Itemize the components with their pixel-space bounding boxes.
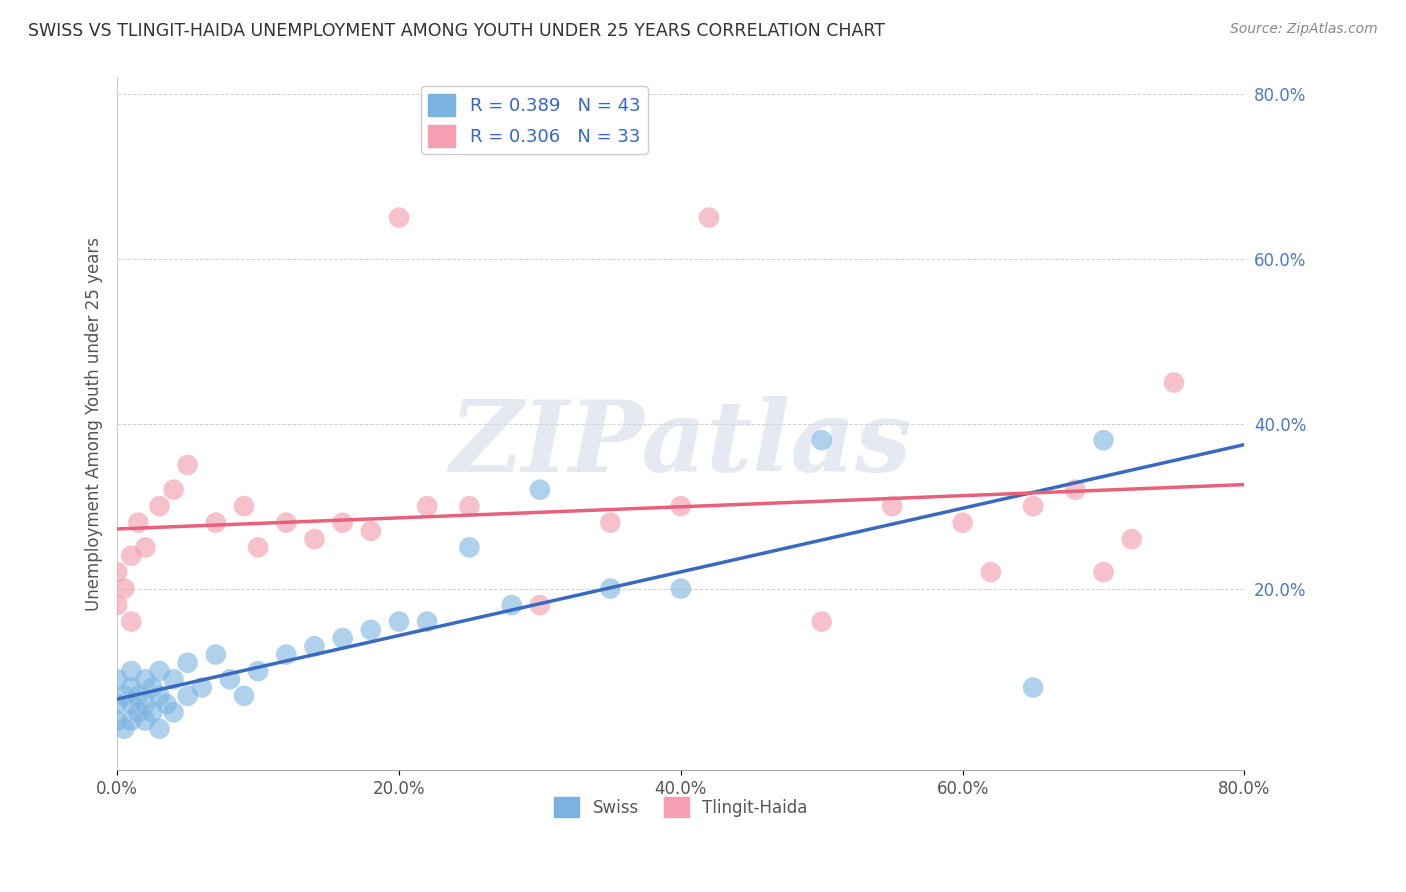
Point	[980, 565, 1002, 579]
Point	[669, 582, 692, 596]
Point	[148, 722, 170, 736]
Point	[360, 524, 382, 538]
Point	[529, 483, 551, 497]
Point	[127, 516, 149, 530]
Point	[105, 714, 128, 728]
Point	[148, 689, 170, 703]
Point	[360, 623, 382, 637]
Point	[416, 615, 439, 629]
Point	[388, 615, 411, 629]
Point	[276, 516, 298, 530]
Point	[247, 541, 270, 555]
Text: ZIPatlas: ZIPatlas	[450, 396, 912, 492]
Point	[1092, 434, 1115, 448]
Point	[233, 499, 256, 513]
Point	[332, 516, 354, 530]
Point	[105, 598, 128, 612]
Point	[148, 664, 170, 678]
Point	[134, 697, 156, 711]
Point	[952, 516, 974, 530]
Point	[112, 689, 135, 703]
Point	[205, 648, 228, 662]
Point	[304, 532, 326, 546]
Point	[120, 615, 142, 629]
Point	[134, 673, 156, 687]
Point	[120, 681, 142, 695]
Point	[233, 689, 256, 703]
Point	[810, 434, 832, 448]
Point	[112, 722, 135, 736]
Point	[148, 499, 170, 513]
Point	[388, 211, 411, 225]
Point	[1022, 681, 1045, 695]
Point	[120, 714, 142, 728]
Point	[162, 706, 184, 720]
Point	[176, 656, 198, 670]
Point	[120, 697, 142, 711]
Point	[134, 541, 156, 555]
Point	[120, 549, 142, 563]
Point	[127, 706, 149, 720]
Point	[205, 516, 228, 530]
Point	[120, 664, 142, 678]
Point	[416, 499, 439, 513]
Point	[162, 483, 184, 497]
Point	[219, 673, 242, 687]
Legend: Swiss, Tlingit-Haida: Swiss, Tlingit-Haida	[547, 790, 814, 824]
Point	[105, 673, 128, 687]
Point	[458, 499, 481, 513]
Point	[247, 664, 270, 678]
Point	[529, 598, 551, 612]
Point	[501, 598, 523, 612]
Point	[458, 541, 481, 555]
Point	[882, 499, 904, 513]
Point	[599, 516, 621, 530]
Text: SWISS VS TLINGIT-HAIDA UNEMPLOYMENT AMONG YOUTH UNDER 25 YEARS CORRELATION CHART: SWISS VS TLINGIT-HAIDA UNEMPLOYMENT AMON…	[28, 22, 886, 40]
Point	[162, 673, 184, 687]
Point	[669, 499, 692, 513]
Point	[304, 640, 326, 654]
Point	[190, 681, 212, 695]
Point	[1163, 376, 1185, 390]
Y-axis label: Unemployment Among Youth under 25 years: Unemployment Among Youth under 25 years	[86, 236, 103, 611]
Point	[810, 615, 832, 629]
Point	[697, 211, 720, 225]
Point	[599, 582, 621, 596]
Point	[1022, 499, 1045, 513]
Point	[1121, 532, 1143, 546]
Point	[112, 582, 135, 596]
Point	[276, 648, 298, 662]
Point	[155, 697, 177, 711]
Point	[1092, 565, 1115, 579]
Point	[105, 565, 128, 579]
Point	[134, 714, 156, 728]
Text: Source: ZipAtlas.com: Source: ZipAtlas.com	[1230, 22, 1378, 37]
Point	[176, 689, 198, 703]
Point	[127, 689, 149, 703]
Point	[141, 706, 163, 720]
Point	[141, 681, 163, 695]
Point	[176, 458, 198, 472]
Point	[332, 631, 354, 645]
Point	[105, 697, 128, 711]
Point	[1064, 483, 1087, 497]
